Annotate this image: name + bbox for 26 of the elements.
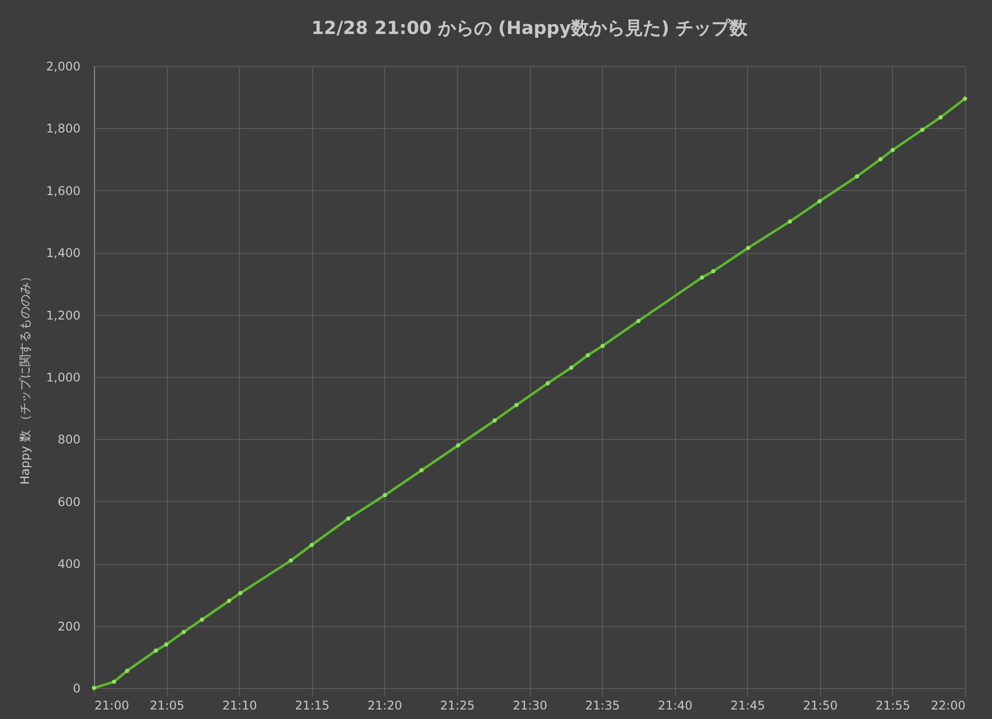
x-tick-label: 22:00 [930,698,966,712]
x-tick-label: 21:40 [658,698,692,712]
y-axis-title: Happy 数 （チップに関するもののみ） [18,270,32,485]
y-tick-label: 1,000 [46,370,80,384]
y-tick-label: 1,800 [46,122,80,136]
x-tick-label: 21:45 [730,698,766,712]
x-tick-label: 21:05 [150,698,184,712]
x-tick-label: 21:25 [440,698,475,712]
y-tick-label: 200 [58,619,80,634]
y-tick-label: 600 [58,494,80,509]
y-tick-label: 400 [58,557,80,572]
y-tick-label: 1,400 [46,246,80,260]
y-tick-label: 2,000 [46,60,80,74]
x-tick-label: 21:15 [294,698,330,712]
x-tick-label: 21:55 [876,698,910,712]
y-tick-label: 0 [72,682,80,696]
x-tick-label: 21:30 [512,698,548,712]
x-tick-label: 21:35 [585,698,620,712]
chart-title: 12/28 21:00 からの (Happy数から見た) チップ数 [311,18,749,39]
x-tick-label: 21:00 [94,698,130,712]
x-tick-label: 21:10 [222,698,257,712]
y-tick-label: 1,600 [46,184,80,198]
x-tick-label: 21:20 [368,698,402,712]
x-tick-label: 21:50 [803,698,838,712]
y-tick-label: 800 [58,432,80,447]
y-tick-label: 1,200 [46,308,80,322]
